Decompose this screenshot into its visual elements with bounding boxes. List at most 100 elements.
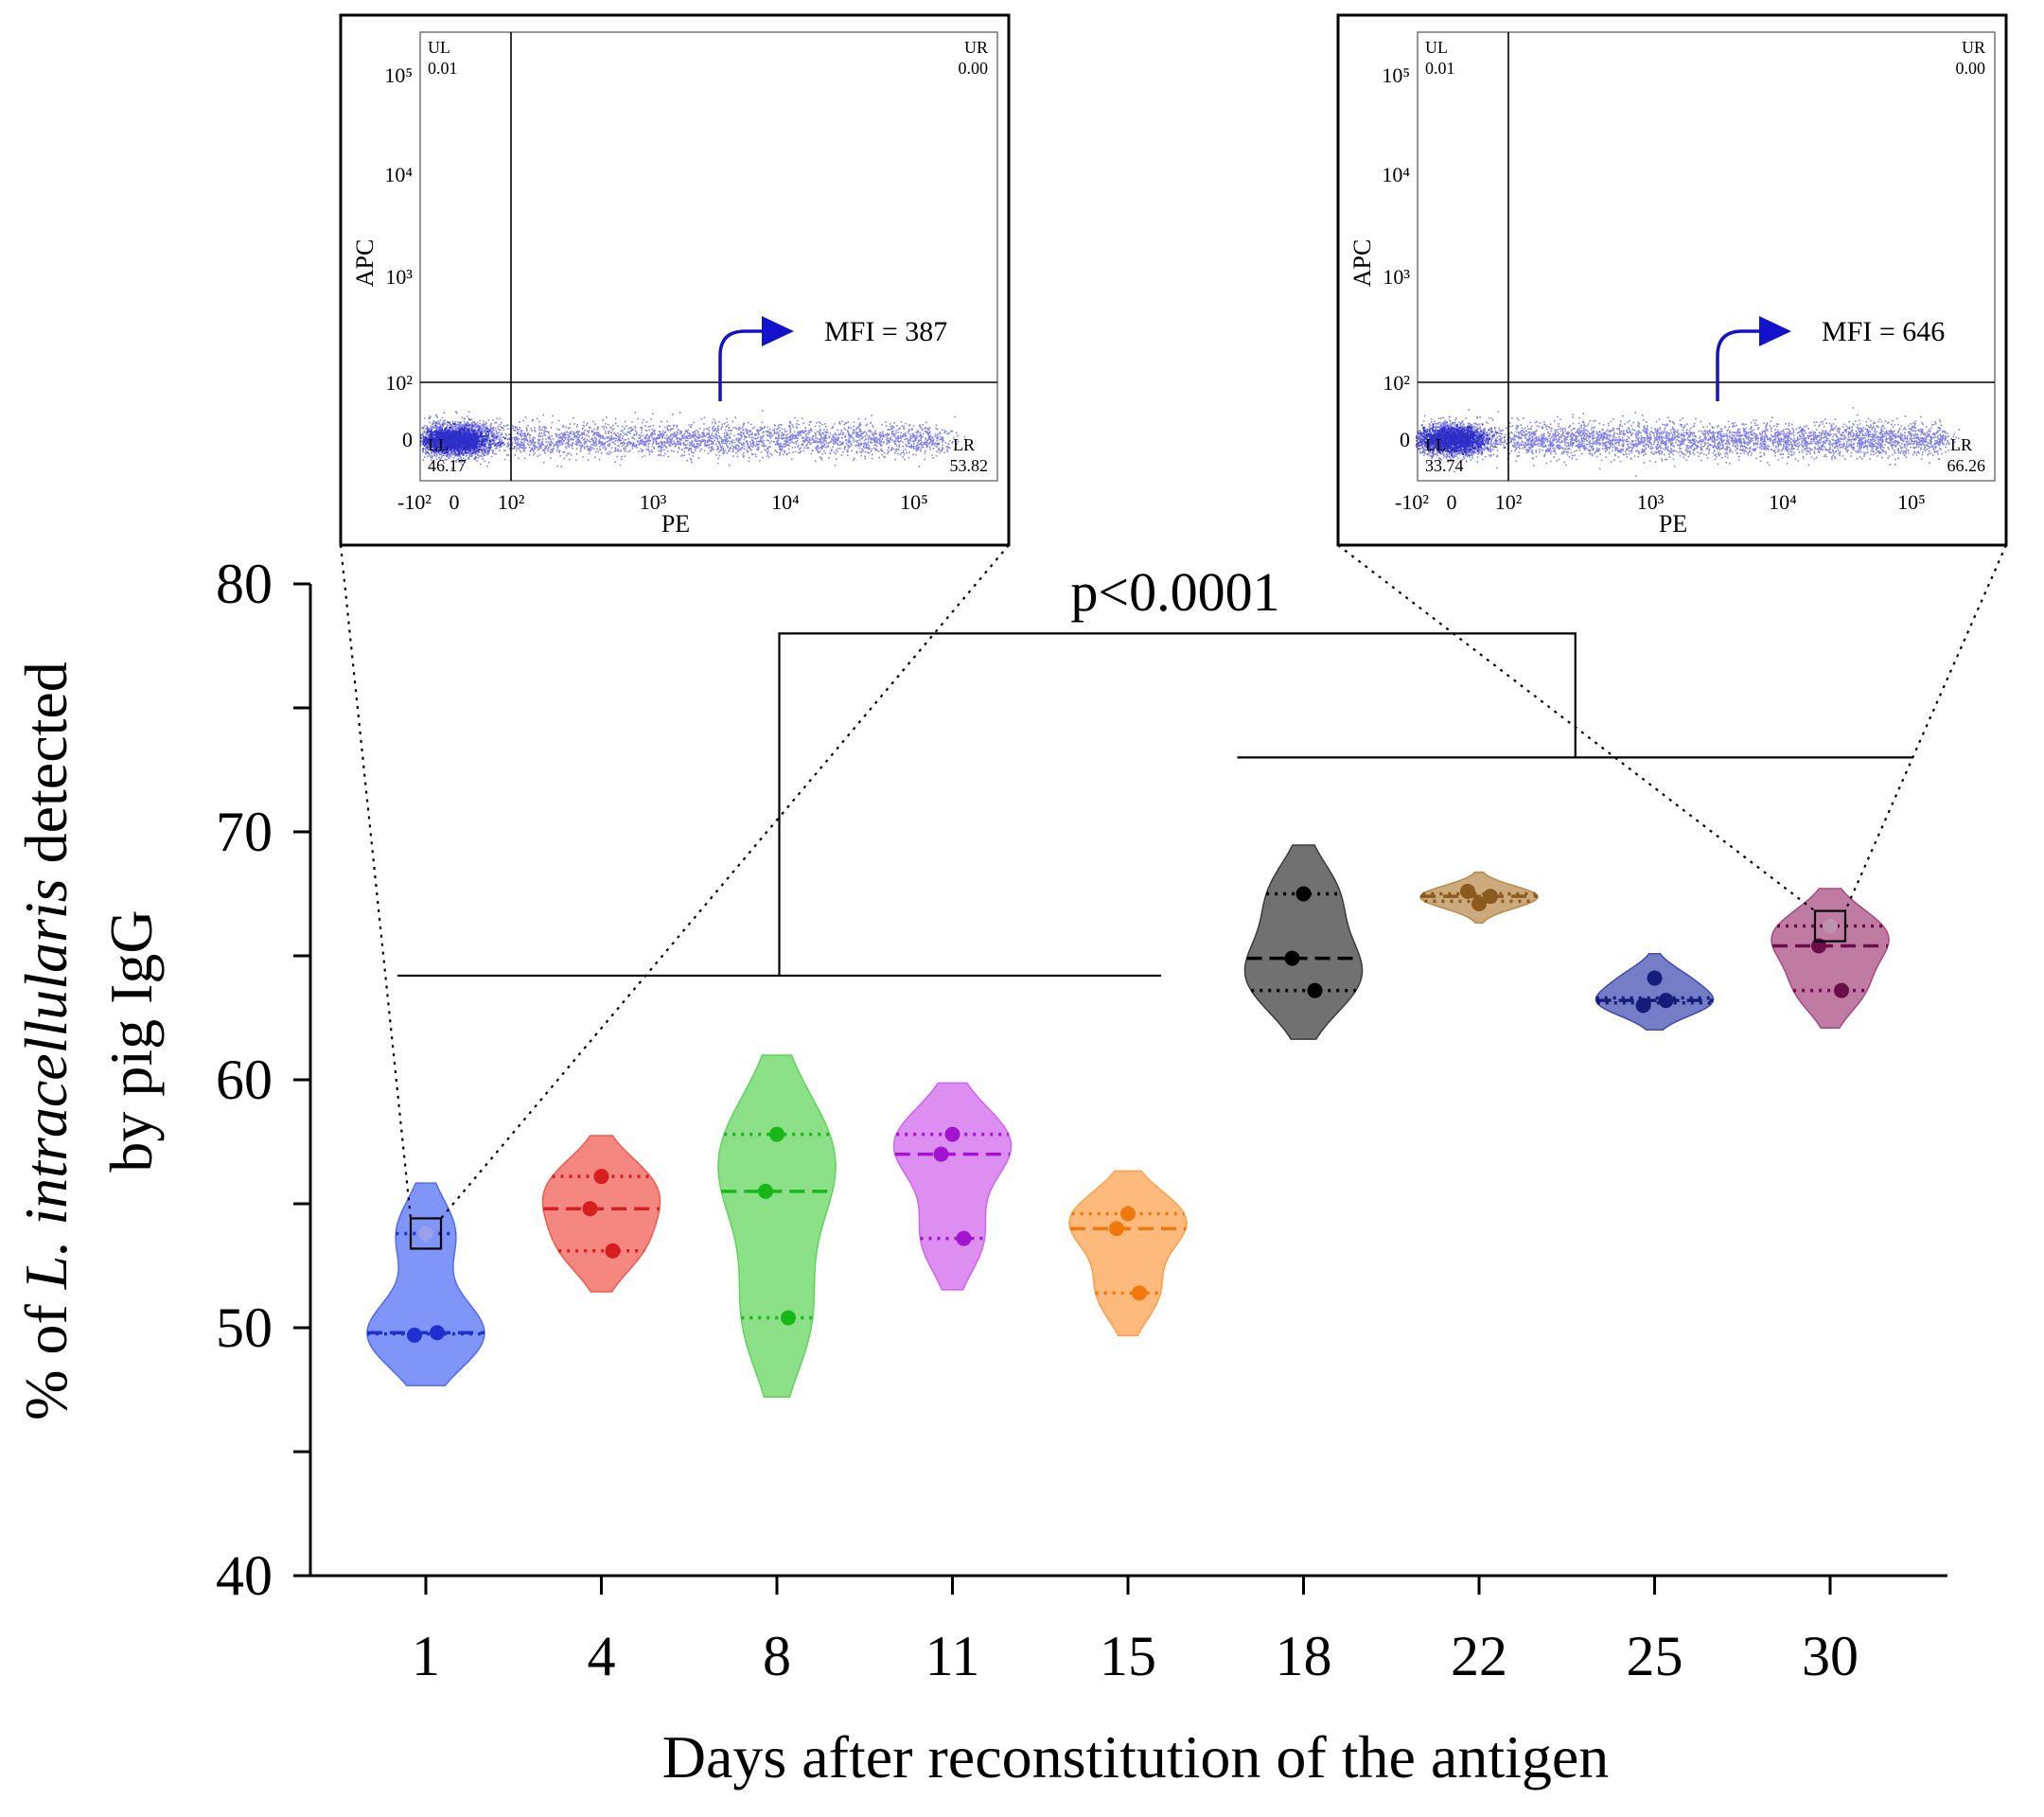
inset-x-tick-label: -10² <box>1395 490 1429 514</box>
inset-connector-left <box>339 544 413 1219</box>
inset-y-tick-label: 10² <box>1383 371 1410 395</box>
inset-x-axis-label: PE <box>661 510 690 538</box>
violins <box>366 844 1890 1398</box>
y-tick-label: 40 <box>216 1544 273 1607</box>
violin-30 <box>1771 888 1890 1029</box>
mfi-arrow-head <box>1759 316 1791 346</box>
data-point <box>944 1126 960 1142</box>
inset-quadrant-lr-value: 53.82 <box>950 456 989 475</box>
mfi-label: MFI = 387 <box>824 316 947 347</box>
violin-4 <box>541 1135 661 1293</box>
inset-x-tick-label: 0 <box>1447 490 1457 514</box>
inset-connectors <box>339 544 2008 1250</box>
violin-body <box>1595 953 1715 1031</box>
inset-x-tick-label: 10⁴ <box>771 490 800 514</box>
inset-x-tick-label: 10⁵ <box>1897 490 1926 514</box>
data-point <box>1483 889 1498 905</box>
highlighted-point-fill <box>418 1226 433 1242</box>
x-tick-label: 15 <box>1100 1625 1156 1687</box>
x-tick-label: 22 <box>1451 1625 1507 1687</box>
inset-y-tick-label: 10³ <box>1383 265 1410 289</box>
highlighted-point-box <box>409 1217 443 1250</box>
significance-brackets <box>397 632 1913 978</box>
inset-dot-cloud <box>1416 407 1965 477</box>
inset-y-tick-label: 10⁵ <box>384 63 413 87</box>
inset-x-tick-label: 0 <box>449 490 460 514</box>
significance-bracket <box>778 632 1577 976</box>
y-axis-title-line2: by pig IgG <box>97 909 165 1172</box>
inset-y-tick-label: 10⁵ <box>1382 63 1410 87</box>
highlighted-point-fill <box>1823 918 1838 934</box>
inset-x-tick-label: -10² <box>397 490 432 514</box>
data-point <box>1284 950 1300 966</box>
inset-y-tick-label: 0 <box>402 428 413 451</box>
inset-dots <box>422 410 972 469</box>
inset-quadrant-ll-name: LL <box>428 435 449 454</box>
inset-quadrant-lr-value: 66.26 <box>1947 456 1986 475</box>
data-point <box>956 1230 972 1246</box>
data-point <box>1635 997 1651 1014</box>
data-point <box>605 1243 621 1259</box>
inset-y-axis-label: APC <box>1348 239 1376 288</box>
violin-body <box>366 1182 485 1386</box>
x-tick-label: 11 <box>925 1625 980 1687</box>
y-axis-title: % of L. intracellularis detected <box>12 662 79 1420</box>
x-tick-label: 1 <box>412 1625 440 1687</box>
violin-body <box>541 1135 661 1293</box>
inset-quadrant-ur-name: UR <box>964 38 988 57</box>
violin-body <box>1243 844 1364 1040</box>
violin-8 <box>717 1054 837 1398</box>
violin-1 <box>366 1182 485 1386</box>
inset-y-tick-label: 0 <box>1400 428 1410 451</box>
violin-25 <box>1595 953 1715 1031</box>
data-point <box>1658 993 1674 1009</box>
inset-quadrant-lr-name: LR <box>953 435 975 454</box>
inset-quadrant-ll-name: LL <box>1425 435 1446 454</box>
inset-y-tick-label: 10³ <box>385 265 413 289</box>
y-tick-label: 80 <box>216 553 273 615</box>
inset-quadrant-ul-name: UL <box>1425 38 1448 57</box>
inset-quadrant-ur-name: UR <box>1962 38 1985 57</box>
data-point <box>1120 1206 1136 1222</box>
inset-plot-area <box>419 31 998 482</box>
inset-y-tick-label: 10⁴ <box>1382 163 1410 186</box>
inset-y-tick-label: 10² <box>385 371 413 395</box>
data-point <box>1460 883 1475 899</box>
data-point <box>1834 982 1849 998</box>
inset-x-tick-label: 10³ <box>640 490 667 514</box>
svg-text:% of L. intracellularis detect: % of L. intracellularis detected <box>12 662 79 1420</box>
mfi-arrow-shaft <box>718 329 764 401</box>
inset-plot-area <box>1417 31 1996 482</box>
axes: 40 50 60 70 80 1 4 8 11 15 18 22 25 30 <box>216 553 1947 1687</box>
data-point <box>769 1126 784 1142</box>
inset-x-tick-label: 10⁵ <box>900 490 928 514</box>
data-point <box>1471 895 1487 911</box>
svg-text:by pig IgG: by pig IgG <box>97 909 165 1172</box>
inset-quadrant-ul-value: 0.01 <box>1425 59 1455 78</box>
inset-x-tick-label: 10⁴ <box>1769 490 1797 514</box>
data-point <box>430 1325 445 1341</box>
x-tick-label: 18 <box>1276 1625 1332 1687</box>
inset-dots-core <box>420 417 506 458</box>
mfi-arrow-head <box>762 316 794 346</box>
violin-body <box>717 1054 837 1398</box>
inset-quadrant-ll-value: 46.17 <box>428 456 467 475</box>
inset-x-tick-label: 10² <box>498 490 525 514</box>
inset-y-tick-label: 10⁴ <box>384 163 413 186</box>
inset-quadrant-lr-name: LR <box>1950 435 1972 454</box>
inset-dots-core <box>1416 421 1506 458</box>
inset-quadrant-ll-value: 33.74 <box>1425 456 1464 475</box>
violin-body <box>1771 888 1890 1029</box>
x-axis-title: Days after reconstitution of the antigen <box>662 1723 1610 1791</box>
inset-connector-right <box>1843 544 2008 912</box>
significance-label: p<0.0001 <box>1070 561 1279 623</box>
data-point <box>407 1327 422 1343</box>
inset-1: -10² 0 10² 10³ 10⁴ 10⁵ 10⁵ 10⁴ 10³ 10² 0 PE APC UL 0.0… <box>339 13 1011 547</box>
mfi-arrow-shaft <box>1716 329 1761 401</box>
violin-18 <box>1243 844 1364 1040</box>
data-point <box>1295 886 1312 902</box>
violin-22 <box>1419 871 1539 925</box>
data-point <box>781 1310 796 1326</box>
violin-body <box>892 1082 1013 1291</box>
